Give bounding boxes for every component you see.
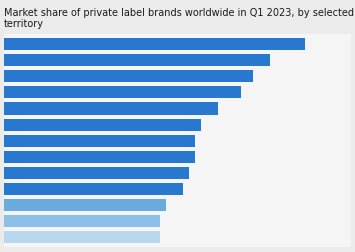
Bar [4,167,189,179]
Bar [4,71,253,83]
Bar [4,231,160,243]
Bar [4,135,195,147]
Bar [4,39,305,51]
Bar [4,151,195,163]
Bar [4,119,201,131]
Bar [4,215,160,227]
Bar [4,199,166,211]
Bar [4,55,270,67]
Bar [4,103,218,115]
Bar [4,87,241,99]
Text: Market share of private label brands worldwide in Q1 2023, by selected territory: Market share of private label brands wor… [4,8,354,29]
Bar [4,183,183,195]
